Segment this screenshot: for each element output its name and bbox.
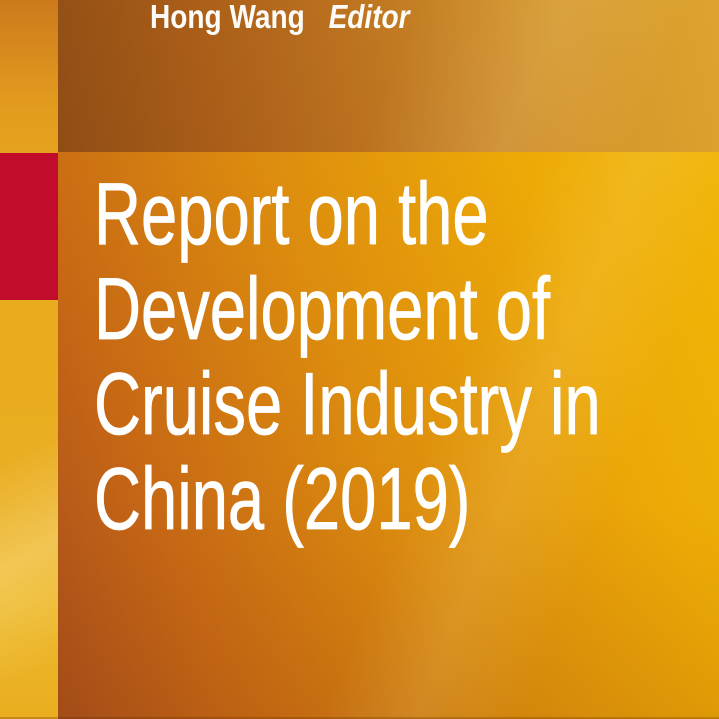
spine-strip bbox=[0, 0, 58, 719]
book-title: Report on the Development of Cruise Indu… bbox=[94, 164, 601, 548]
title-line-4: China (2019) bbox=[94, 449, 471, 548]
editor-byline: Hong Wang Editor bbox=[150, 0, 410, 40]
bottom-crop-edge bbox=[0, 717, 719, 719]
red-accent-square bbox=[0, 153, 58, 300]
title-line-1: Report on the bbox=[94, 164, 489, 263]
title-line-2: Development of bbox=[94, 259, 551, 358]
title-panel: Report on the Development of Cruise Indu… bbox=[58, 152, 719, 719]
editor-name: Hong Wang bbox=[150, 0, 305, 35]
title-line-3: Cruise Industry in bbox=[94, 354, 601, 453]
editor-role-label: Editor bbox=[328, 0, 410, 35]
header-band: Hong Wang Editor bbox=[58, 0, 719, 152]
